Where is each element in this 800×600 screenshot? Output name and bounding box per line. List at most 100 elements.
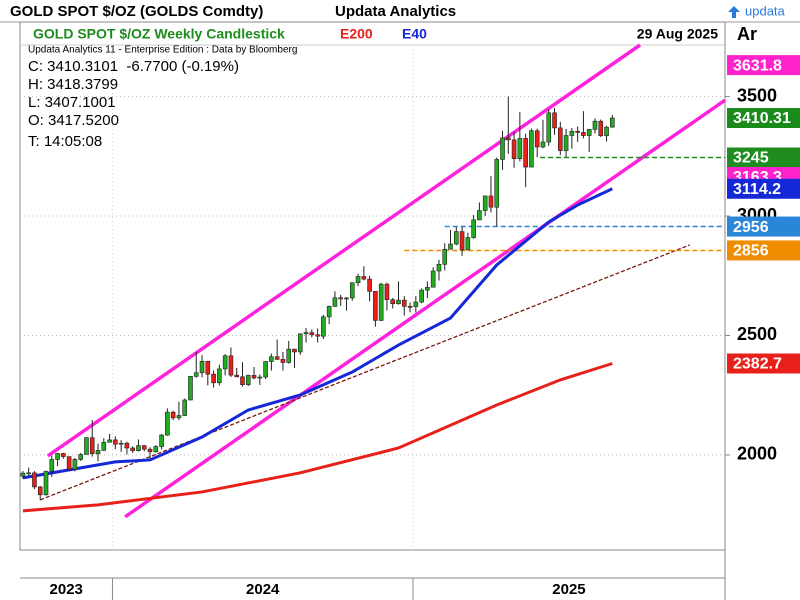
candle-body xyxy=(309,332,315,336)
candle-body xyxy=(384,283,390,300)
logo: updata xyxy=(745,3,786,18)
info-time: T: 14:05:08 xyxy=(28,133,102,150)
candle-body xyxy=(84,437,89,455)
price-label: 3410.31 xyxy=(733,110,791,127)
candle-body xyxy=(193,372,199,377)
candle-body xyxy=(425,286,430,291)
candle-body xyxy=(344,297,349,300)
candle-body xyxy=(286,348,292,363)
trendline xyxy=(39,244,690,501)
candle-body xyxy=(436,263,442,272)
candle-body xyxy=(78,454,83,460)
x-tick-label: 2025 xyxy=(552,581,585,598)
candle-body xyxy=(55,453,60,460)
candle-body xyxy=(159,434,164,447)
candle-body xyxy=(165,411,170,436)
candle-body xyxy=(407,306,413,308)
candle-body xyxy=(43,470,49,496)
candle-body xyxy=(26,472,31,475)
candle-body xyxy=(419,289,424,303)
candle-body xyxy=(482,195,488,211)
logo-icon xyxy=(728,6,740,18)
candle-body xyxy=(37,486,43,496)
candle-body xyxy=(558,127,563,151)
candle-body xyxy=(297,333,303,353)
candle-body xyxy=(610,117,615,128)
candle-body xyxy=(488,195,494,208)
candle-body xyxy=(401,299,407,307)
price-box xyxy=(727,216,800,237)
candle-body xyxy=(453,231,459,245)
candle-body xyxy=(118,442,124,445)
candle-body xyxy=(280,359,286,363)
y-tick-label: 2500 xyxy=(737,324,777,344)
candle-body xyxy=(598,120,604,137)
candle-body xyxy=(326,306,332,318)
candle-body xyxy=(124,442,130,449)
candle-body xyxy=(199,360,205,374)
candle-body xyxy=(500,137,505,160)
candle-body xyxy=(251,375,257,379)
candle-body xyxy=(176,415,182,419)
info-close: C: 3410.3101 -6.7700 (-0.19%) xyxy=(28,58,239,75)
candle-body xyxy=(465,237,471,251)
candle-body xyxy=(61,453,66,457)
candle-body xyxy=(581,132,586,136)
candle-body xyxy=(529,130,534,168)
candle-body xyxy=(130,447,135,451)
price-box xyxy=(727,240,800,261)
candle-body xyxy=(274,356,280,360)
candle-body xyxy=(89,437,95,455)
candle-body xyxy=(575,130,580,133)
candle-body xyxy=(303,332,309,335)
axis-header: Ar xyxy=(737,24,757,44)
candle-body xyxy=(234,374,240,378)
candle-body xyxy=(182,399,187,416)
candle-body xyxy=(494,159,500,208)
price-label: 2956 xyxy=(733,219,769,236)
candle-body xyxy=(332,297,338,307)
price-box xyxy=(727,353,800,374)
price-box xyxy=(727,55,800,76)
candle-body xyxy=(355,276,361,283)
price-label: 3114.2 xyxy=(733,181,781,198)
y-tick-label: 2000 xyxy=(737,444,777,464)
x-tick-label: 2023 xyxy=(50,581,83,598)
info-low: L: 3407.1001 xyxy=(28,94,116,111)
legend-entry: E200 xyxy=(340,26,373,42)
candle-body xyxy=(442,248,448,265)
candle-body xyxy=(373,290,378,321)
info-high: H: 3418.3799 xyxy=(28,76,118,93)
candle-body xyxy=(147,448,153,453)
candle-body xyxy=(378,283,384,321)
candle-body xyxy=(586,129,592,136)
candle-body xyxy=(205,360,211,375)
candle-body xyxy=(113,439,118,445)
trendline xyxy=(124,98,726,519)
candle-body xyxy=(32,472,37,488)
candle-body xyxy=(517,138,523,160)
candle-body xyxy=(228,355,234,376)
candle-body xyxy=(141,445,147,450)
candle-body xyxy=(592,120,598,130)
candle-body xyxy=(523,138,528,168)
candle-body xyxy=(20,472,26,477)
candle-body xyxy=(269,356,274,362)
candle-body xyxy=(153,446,159,453)
info-open: O: 3417.5200 xyxy=(28,112,119,129)
candle-body xyxy=(390,299,396,305)
date: 29 Aug 2025 xyxy=(637,26,718,42)
candle-body xyxy=(563,135,569,151)
overlay: Updata Analytics 11 - Enterprise Edition… xyxy=(28,45,297,150)
candle-body xyxy=(552,112,557,129)
brand: Updata Analytics xyxy=(335,3,456,20)
candle-body xyxy=(471,219,476,238)
price-label: 2856 xyxy=(733,243,769,260)
candle-body xyxy=(188,376,193,401)
candle-body xyxy=(459,231,465,251)
candle-body xyxy=(211,373,216,384)
price-box xyxy=(727,108,800,129)
candle-body xyxy=(72,459,78,470)
chart-title: GOLD SPOT $/OZ Weekly Candlestick xyxy=(33,26,285,42)
plot-area xyxy=(20,43,726,550)
